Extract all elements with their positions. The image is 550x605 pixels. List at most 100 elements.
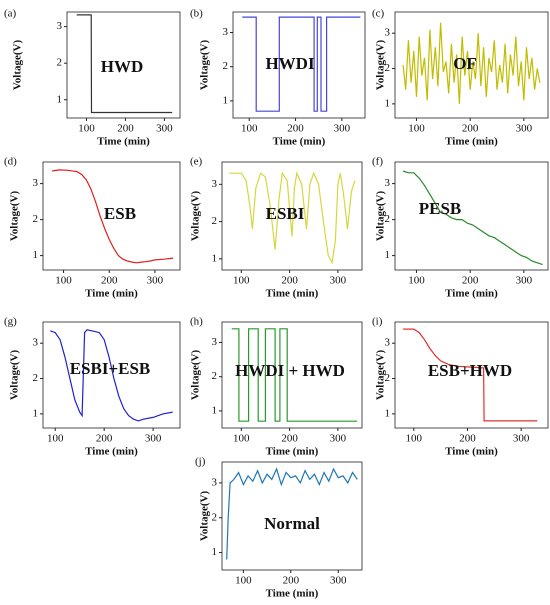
y-axis-label: Voltage(V) <box>190 350 202 401</box>
y-axis-label: Voltage(V) <box>190 191 202 242</box>
annotation: HWDI <box>265 54 315 73</box>
x-tick-label: 200 <box>281 275 298 287</box>
data-line <box>52 169 174 264</box>
annotation: PESB <box>419 199 462 218</box>
x-tick-label: 300 <box>147 275 164 287</box>
y-tick-label: 1 <box>223 94 229 106</box>
panel-label: (g) <box>4 316 17 328</box>
panel-label: (d) <box>4 156 17 168</box>
x-axis-label: Time (min) <box>445 446 498 458</box>
y-tick-label: 2 <box>385 372 391 384</box>
panel-label: (a) <box>4 8 17 20</box>
x-tick-label: 200 <box>287 123 304 135</box>
x-tick-label: 200 <box>96 433 113 445</box>
y-tick-label: 3 <box>385 27 391 39</box>
x-tick-label: 100 <box>233 433 250 445</box>
x-axis-label: Time (min) <box>445 136 498 148</box>
y-axis-label: Voltage(V) <box>9 350 21 401</box>
x-axis-label: Time (min) <box>85 446 138 458</box>
y-tick-label: 1 <box>33 407 39 419</box>
panel-label: (e) <box>190 156 203 168</box>
data-line <box>402 22 541 104</box>
x-tick-label: 100 <box>233 275 250 287</box>
x-tick-label: 300 <box>330 575 347 587</box>
y-axis-label: Voltage(V) <box>375 40 387 91</box>
data-line <box>229 171 356 265</box>
plot-frame <box>394 321 549 429</box>
data-line <box>231 328 358 422</box>
annotation: Normal <box>264 514 320 533</box>
y-axis-label: Voltage(V) <box>12 40 24 91</box>
x-tick-label: 200 <box>459 433 476 445</box>
annotation: HWDI + HWD <box>235 361 345 380</box>
panel-label: (j) <box>195 456 206 468</box>
panel-label: (h) <box>190 316 203 328</box>
y-tick-label: 2 <box>385 213 391 225</box>
y-axis-label: Voltage(V) <box>199 491 211 542</box>
x-axis-label: Time (min) <box>266 288 319 300</box>
y-axis-label: Voltage(V) <box>199 40 211 91</box>
x-tick-label: 100 <box>406 433 423 445</box>
y-tick-label: 3 <box>223 26 229 38</box>
annotation: ESBI+ESB <box>70 359 151 378</box>
y-tick-label: 2 <box>57 57 63 69</box>
y-tick-label: 1 <box>57 93 63 105</box>
y-tick-label: 2 <box>212 511 218 523</box>
annotation: HWD <box>101 57 144 76</box>
x-axis-label: Time (min) <box>85 288 138 300</box>
x-tick-label: 200 <box>283 575 300 587</box>
y-tick-label: 1 <box>385 249 391 261</box>
annotation: OF <box>453 54 477 73</box>
y-tick-label: 3 <box>57 20 63 32</box>
y-tick-label: 2 <box>33 372 39 384</box>
data-line <box>226 467 358 560</box>
y-tick-label: 1 <box>212 546 218 558</box>
y-tick-label: 3 <box>212 178 218 190</box>
x-tick-label: 300 <box>156 123 173 135</box>
y-tick-label: 1 <box>385 407 391 419</box>
x-tick-label: 300 <box>334 123 351 135</box>
data-line <box>76 14 173 114</box>
x-tick-label: 300 <box>330 433 347 445</box>
x-tick-label: 100 <box>47 433 64 445</box>
y-tick-label: 3 <box>385 337 391 349</box>
panel-label: (i) <box>372 316 383 328</box>
x-tick-label: 300 <box>516 275 533 287</box>
y-tick-label: 3 <box>212 476 218 488</box>
y-tick-label: 1 <box>33 249 39 261</box>
x-tick-label: 100 <box>408 275 425 287</box>
y-tick-label: 2 <box>212 215 218 227</box>
x-axis-label: Time (min) <box>266 588 319 600</box>
x-tick-label: 200 <box>281 433 298 445</box>
y-tick-label: 3 <box>385 177 391 189</box>
plot-frame <box>394 11 549 119</box>
annotation: ESBI <box>266 204 305 223</box>
x-tick-label: 200 <box>101 275 118 287</box>
x-tick-label: 100 <box>408 123 425 135</box>
y-tick-label: 1 <box>385 97 391 109</box>
data-line <box>242 16 361 112</box>
annotation: ESB+HWD <box>428 361 512 380</box>
y-axis-label: Voltage(V) <box>375 191 387 242</box>
data-line <box>50 329 173 422</box>
plot-frame <box>221 161 363 271</box>
x-axis-label: Time (min) <box>445 288 498 300</box>
x-tick-label: 100 <box>235 575 252 587</box>
y-tick-label: 1 <box>212 252 218 264</box>
plot-frame <box>221 321 363 429</box>
y-axis-label: Voltage(V) <box>9 191 21 242</box>
y-tick-label: 3 <box>33 177 39 189</box>
plot-frame <box>42 161 181 271</box>
x-tick-label: 100 <box>241 123 258 135</box>
y-tick-label: 2 <box>223 60 229 72</box>
x-tick-label: 300 <box>145 433 162 445</box>
y-tick-label: 2 <box>33 213 39 225</box>
y-tick-label: 2 <box>212 370 218 382</box>
y-tick-label: 3 <box>212 336 218 348</box>
y-tick-label: 2 <box>385 62 391 74</box>
plot-frame <box>394 161 549 271</box>
x-tick-label: 200 <box>117 123 134 135</box>
annotation: ESB <box>104 204 136 223</box>
plot-frame <box>42 321 181 429</box>
